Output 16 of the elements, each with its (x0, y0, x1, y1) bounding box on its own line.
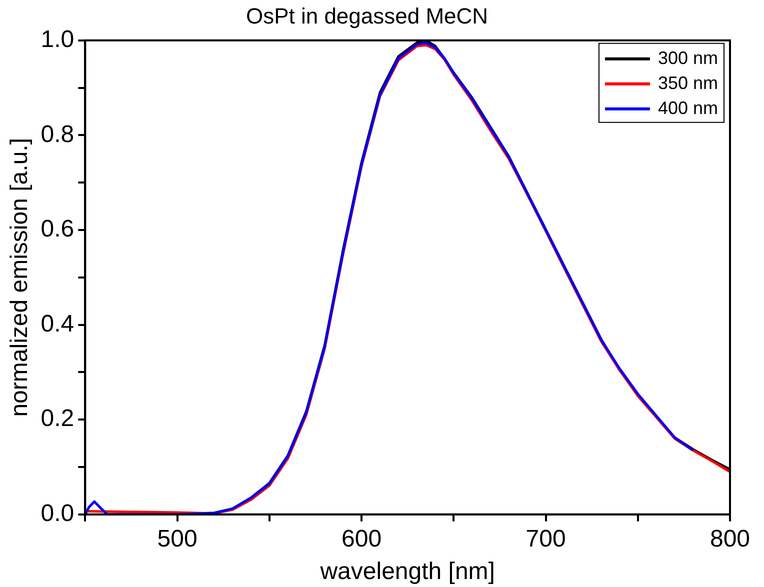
y-tick-label: 0.4 (40, 310, 74, 338)
legend-label: 300 nm (658, 48, 718, 68)
y-tick-label: 0.6 (40, 216, 74, 243)
x-tick-label: 800 (710, 525, 750, 552)
legend-label: 350 nm (658, 72, 718, 93)
y-axis-title: normalized emission [a.u.] (6, 138, 34, 417)
y-tick-label: 0.8 (40, 120, 74, 148)
legend-label: 400 nm (658, 98, 718, 118)
y-tick-label: 0.0 (40, 500, 74, 528)
x-tick-label: 700 (526, 525, 566, 552)
x-axis-title: wavelength [nm] (319, 558, 495, 586)
x-tick-label: 600 (342, 525, 382, 552)
x-tick-label: 500 (157, 525, 198, 552)
y-tick-label: 0.2 (40, 405, 74, 432)
chart-title: OsPt in degassed MeCN (246, 3, 488, 28)
y-tick-label: 1.0 (40, 26, 74, 54)
